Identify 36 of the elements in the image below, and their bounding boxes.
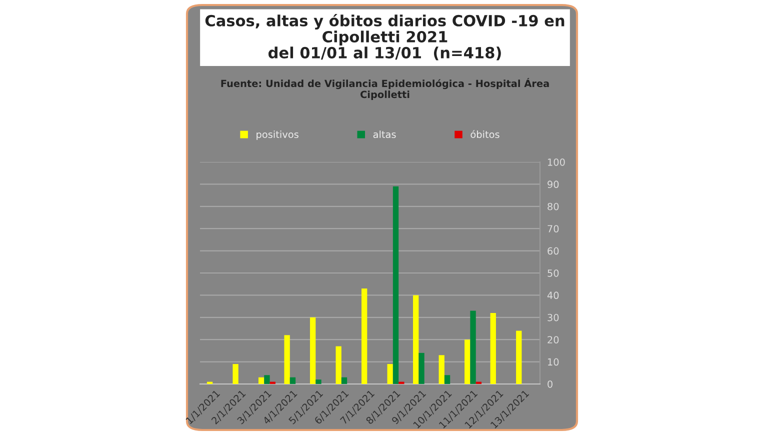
bar: [470, 310, 476, 384]
y-tick-label: 40: [547, 292, 559, 300]
bar: [341, 377, 348, 384]
y-tick-label: 20: [548, 336, 559, 344]
bar: [264, 375, 270, 384]
bar: [444, 375, 450, 384]
bar: [438, 355, 444, 384]
chart-title: Casos, altas y óbitos diarios COVID -19 en Cipolletti 2021 del 01/01 al 13/01 (n=418): [205, 14, 564, 60]
bar: [392, 186, 399, 384]
bar: [516, 330, 522, 384]
legend-label: altas: [373, 130, 396, 138]
y-tick-label: 10: [548, 358, 559, 366]
bar: [387, 364, 393, 384]
bar: [490, 312, 496, 384]
bar: [362, 288, 368, 384]
bar: [284, 335, 290, 384]
bar: [336, 346, 342, 384]
y-tick-label: 60: [548, 247, 559, 255]
chart-subtitle: Fuente: Unidad de Vigilancia Epidemiológica - Hospital Área Cipolletti: [221, 78, 549, 100]
bar: [310, 317, 316, 384]
bar: [316, 380, 322, 384]
y-tick-label: 30: [548, 314, 559, 322]
legend-label: positivos: [256, 130, 298, 140]
bar: [290, 377, 296, 384]
y-tick-label: 50: [548, 269, 559, 277]
bar: [464, 340, 470, 384]
y-tick-label: 80: [548, 202, 559, 210]
y-tick-label: 90: [548, 180, 559, 188]
y-tick-label: 0: [548, 380, 552, 388]
y-tick-label: 100: [548, 158, 565, 166]
bar: [232, 364, 238, 384]
bar: [418, 352, 424, 384]
bar: [413, 295, 419, 384]
bar: [258, 377, 264, 384]
legend-label: óbitos: [470, 130, 500, 138]
y-tick-label: 70: [548, 225, 559, 232]
